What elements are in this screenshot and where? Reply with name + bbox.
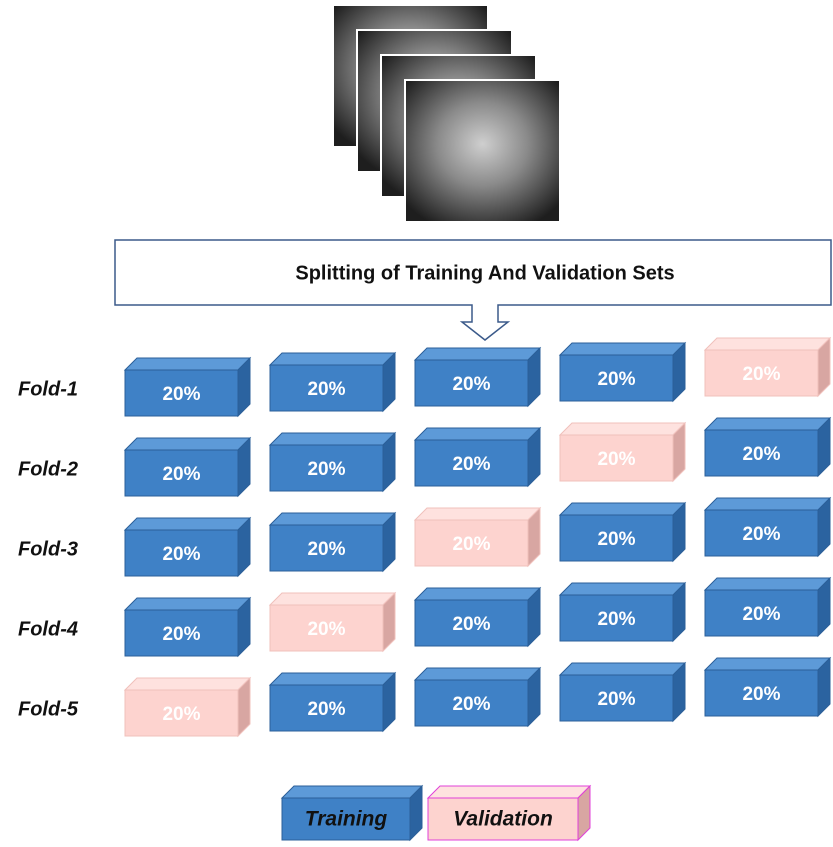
fold-label: Fold-2	[18, 458, 78, 480]
legend-label: Training	[305, 808, 388, 831]
xray-image	[404, 79, 561, 223]
block-top	[123, 357, 252, 371]
legend-label: Validation	[453, 808, 553, 831]
block-label: 20%	[742, 684, 780, 705]
block-front	[704, 349, 819, 397]
block-top	[268, 592, 397, 606]
block-front	[269, 364, 384, 412]
block-label: 20%	[452, 614, 490, 635]
block-label: 20%	[162, 704, 200, 725]
block-front	[559, 594, 674, 642]
block-label: 20%	[162, 464, 200, 485]
block-front	[559, 354, 674, 402]
block-top	[413, 507, 542, 521]
fold-label: Fold-5	[18, 698, 79, 720]
block-label: 20%	[452, 534, 490, 555]
block-top	[268, 672, 397, 686]
block-label: 20%	[597, 529, 635, 550]
block-front	[124, 689, 239, 737]
block-label: 20%	[162, 384, 200, 405]
block-front	[414, 439, 529, 487]
block-front	[281, 797, 411, 841]
block-label: 20%	[162, 544, 200, 565]
block-label: 20%	[597, 449, 635, 470]
block-label: 20%	[742, 444, 780, 465]
block-top	[413, 427, 542, 441]
block-label: 20%	[307, 539, 345, 560]
block-top	[123, 677, 252, 691]
block-front	[559, 434, 674, 482]
block-top	[426, 785, 592, 799]
block-top	[268, 432, 397, 446]
block-front	[704, 509, 819, 557]
block-front	[704, 589, 819, 637]
block-front	[269, 604, 384, 652]
block-front	[414, 679, 529, 727]
block-top	[703, 417, 832, 431]
block-top	[123, 437, 252, 451]
block-front	[124, 529, 239, 577]
block-top	[558, 502, 687, 516]
xray-stack	[332, 4, 561, 223]
block-top	[703, 497, 832, 511]
block-label: 20%	[452, 694, 490, 715]
block-front	[414, 359, 529, 407]
fold-label: Fold-4	[18, 618, 78, 640]
block-label: 20%	[452, 374, 490, 395]
block-front	[269, 444, 384, 492]
block-label: 20%	[742, 364, 780, 385]
block-front	[269, 684, 384, 732]
fold-label: Fold-1	[18, 378, 78, 400]
block-front	[269, 524, 384, 572]
block-top	[703, 577, 832, 591]
block-front	[559, 674, 674, 722]
block-top	[280, 785, 424, 799]
title: Splitting of Training And Validation Set…	[295, 262, 674, 284]
block-front	[427, 797, 579, 841]
block-label: 20%	[162, 624, 200, 645]
block-front	[414, 519, 529, 567]
block-label: 20%	[597, 689, 635, 710]
block-label: 20%	[307, 459, 345, 480]
block-top	[558, 422, 687, 436]
block-top	[703, 657, 832, 671]
block-front	[704, 429, 819, 477]
block-top	[413, 667, 542, 681]
block-top	[413, 587, 542, 601]
block-top	[558, 662, 687, 676]
block-front	[124, 369, 239, 417]
block-front	[704, 669, 819, 717]
fold-label: Fold-3	[18, 538, 78, 560]
block-top	[123, 517, 252, 531]
block-top	[123, 597, 252, 611]
block-top	[268, 512, 397, 526]
block-label: 20%	[307, 699, 345, 720]
block-front	[559, 514, 674, 562]
block-label: 20%	[742, 524, 780, 545]
block-label: 20%	[452, 454, 490, 475]
block-top	[558, 582, 687, 596]
block-front	[124, 609, 239, 657]
block-top	[413, 347, 542, 361]
block-front	[124, 449, 239, 497]
block-label: 20%	[307, 379, 345, 400]
block-front	[414, 599, 529, 647]
block-top	[558, 342, 687, 356]
block-top	[268, 352, 397, 366]
block-label: 20%	[597, 369, 635, 390]
block-label: 20%	[597, 609, 635, 630]
block-label: 20%	[742, 604, 780, 625]
callout-box	[114, 239, 832, 341]
block-label: 20%	[307, 619, 345, 640]
block-top	[703, 337, 832, 351]
